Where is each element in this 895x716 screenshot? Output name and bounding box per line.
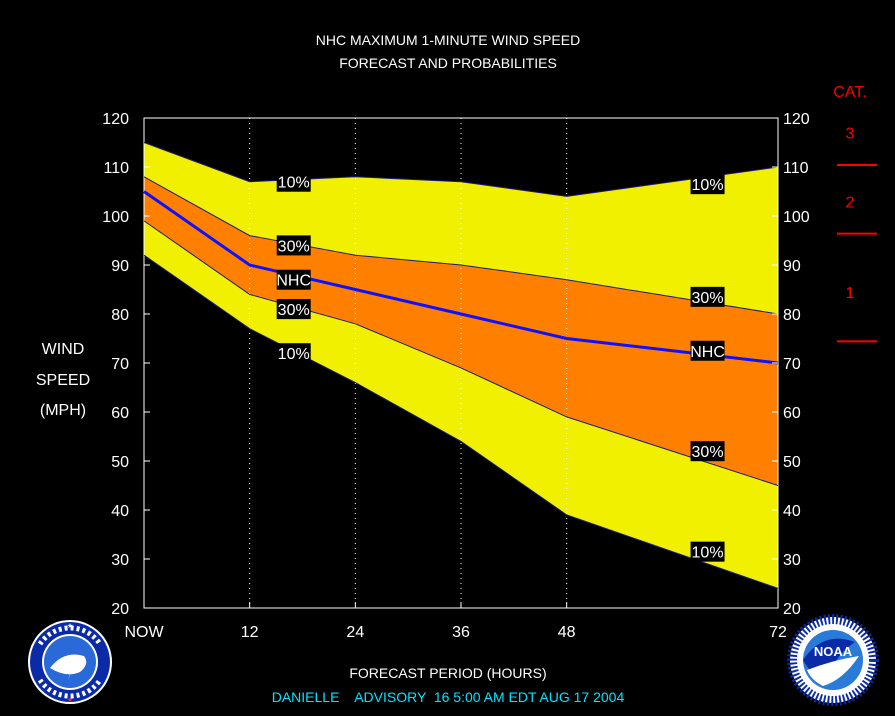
category-label: 2 [846, 194, 855, 211]
y-tick-label-left: 100 [102, 209, 129, 226]
annotation-label: 10% [690, 541, 725, 562]
y-tick-label-right: 60 [783, 405, 801, 422]
annotation-label: 30% [690, 441, 725, 462]
svg-text:★: ★ [67, 696, 73, 704]
y-tick-label-right: 80 [783, 307, 801, 324]
y-axis-right: 20 30 40 50 60 70 80 90 100 110 120 [772, 111, 810, 618]
y-tick-label-left: 90 [111, 258, 129, 275]
y-axis-left: 20 30 40 50 60 70 80 90 100 110 120 [102, 111, 150, 618]
y-axis-label-line-2: SPEED [36, 372, 90, 389]
annotation-text: 10% [692, 545, 724, 562]
line-upper-10 [143, 142, 779, 197]
annotation-box [690, 286, 725, 307]
y-tick-label-right: 30 [783, 552, 801, 569]
annotation-text: 30% [278, 238, 310, 255]
annotation-box [276, 299, 311, 320]
y-tick-label-right: 40 [783, 503, 801, 520]
annotation-text: 30% [278, 302, 310, 319]
annotation-box [276, 269, 311, 290]
y-tick-label-right: 90 [783, 258, 801, 275]
y-tick-label-right: 50 [783, 454, 801, 471]
y-axis-label-line-1: WIND [42, 341, 85, 358]
annotation-box [690, 340, 725, 361]
y-tick-label-left: 70 [111, 356, 129, 373]
annotation-label: 10% [276, 171, 311, 192]
x-tick-label: NOW [124, 624, 164, 641]
y-tick-label-left: 20 [111, 601, 129, 618]
annotation-text: 10% [692, 177, 724, 194]
y-tick-label-left: 50 [111, 454, 129, 471]
x-tick-label: 72 [769, 624, 787, 641]
annotation-label: 10% [690, 174, 725, 195]
y-tick-label-right: 100 [783, 209, 810, 226]
noaa-logo-text: NOAA [814, 644, 853, 659]
chart-subtitle: FORECAST AND PROBABILITIES [339, 55, 557, 71]
annotation-box [690, 541, 725, 562]
y-tick-label-left: 60 [111, 405, 129, 422]
x-tick-label: 24 [346, 624, 364, 641]
annotations: 10% 30% NHC 30% 10% 10% 30% NHC 30% 10% [276, 171, 725, 562]
advisory-footer: DANIELLE ADVISORY 16 5:00 AM EDT AUG 17 … [272, 689, 625, 705]
annotation-box [690, 174, 725, 195]
nws-logo-text: ★ [67, 622, 73, 630]
y-tick-label-left: 40 [111, 503, 129, 520]
annotation-label: 30% [690, 286, 725, 307]
annotation-text: 30% [692, 290, 724, 307]
x-axis-label: FORECAST PERIOD (HOURS) [349, 665, 546, 681]
y-tick-label-left: 110 [103, 160, 129, 177]
y-tick-label-right: 110 [783, 160, 809, 177]
annotation-label: 30% [276, 235, 311, 256]
annotation-text: 30% [692, 444, 724, 461]
category-label: 3 [846, 126, 855, 143]
line-upper-30 [143, 176, 779, 315]
nws-logo: ★ ★ [28, 620, 112, 704]
y-tick-label-right: 20 [783, 601, 801, 618]
y-tick-label-left: 30 [111, 552, 129, 569]
y-tick-label-left: 120 [102, 111, 129, 128]
annotation-box [276, 235, 311, 256]
annotation-label: 10% [276, 343, 311, 364]
annotation-box [276, 171, 311, 192]
noaa-logo: NOAA [787, 614, 879, 706]
annotation-text: 10% [278, 346, 310, 363]
annotation-text: 10% [278, 175, 310, 192]
y-tick-label-left: 80 [111, 307, 129, 324]
y-tick-label-right: 70 [783, 356, 801, 373]
x-tick-label: 48 [558, 624, 576, 641]
annotation-label: 30% [276, 299, 311, 320]
lightning-icon [64, 660, 76, 680]
probability-bands [144, 142, 778, 589]
x-tick-label: 12 [241, 624, 259, 641]
annotation-text: NHC [690, 344, 725, 361]
category-scale: CAT. 3 2 1 [833, 84, 877, 343]
y-axis-label-line-3: (MPH) [40, 402, 86, 419]
x-tick-label: 36 [452, 624, 470, 641]
line-lower-30 [143, 220, 779, 486]
y-tick-label-right: 120 [783, 111, 810, 128]
annotation-box [690, 441, 725, 462]
category-title: CAT. [833, 84, 866, 101]
chart-title: NHC MAXIMUM 1-MINUTE WIND SPEED [316, 32, 580, 48]
annotation-box [276, 343, 311, 364]
annotation-text: NHC [276, 273, 311, 290]
annotation-label: NHC [276, 269, 311, 290]
category-label: 1 [846, 285, 855, 302]
series-lines [143, 142, 779, 589]
annotation-label: NHC [690, 340, 725, 361]
line-lower-10 [143, 254, 779, 589]
line-nhc-forecast [143, 190, 779, 365]
gridlines [249, 118, 568, 608]
x-axis: NOW 12 24 36 48 72 [124, 602, 787, 641]
